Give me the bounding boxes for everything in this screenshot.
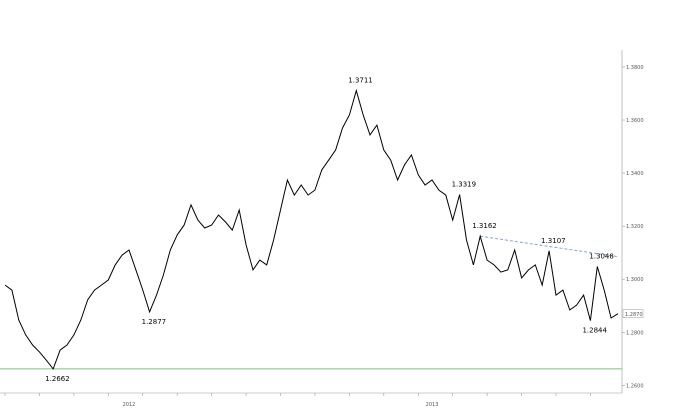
- price-tag-label: 1.2870: [625, 312, 643, 318]
- y-tick-label: 1.3000: [626, 277, 644, 283]
- value-label: 1.2844: [582, 327, 607, 335]
- value-label: 1.3319: [452, 181, 477, 189]
- value-label: 1.3107: [541, 237, 566, 245]
- y-tick-label: 1.3200: [626, 224, 644, 230]
- value-label: 1.3711: [348, 77, 373, 85]
- price-tag: [622, 309, 644, 318]
- y-tick-label: 1.2800: [626, 330, 644, 336]
- y-tick-label: 1.3600: [626, 118, 644, 124]
- value-label: 1.2662: [45, 375, 70, 383]
- year-label: 2013: [426, 402, 439, 408]
- year-label: 2012: [123, 402, 136, 408]
- value-label: 1.2877: [142, 318, 167, 326]
- price-line: [4, 88, 619, 370]
- y-tick-label: 1.3400: [626, 171, 644, 177]
- y-tick-label: 1.2600: [626, 383, 644, 389]
- value-label: 1.3048: [589, 252, 614, 260]
- value-label: 1.3162: [472, 222, 497, 230]
- y-tick-label: 1.3800: [626, 65, 644, 71]
- trendline: [480, 235, 619, 258]
